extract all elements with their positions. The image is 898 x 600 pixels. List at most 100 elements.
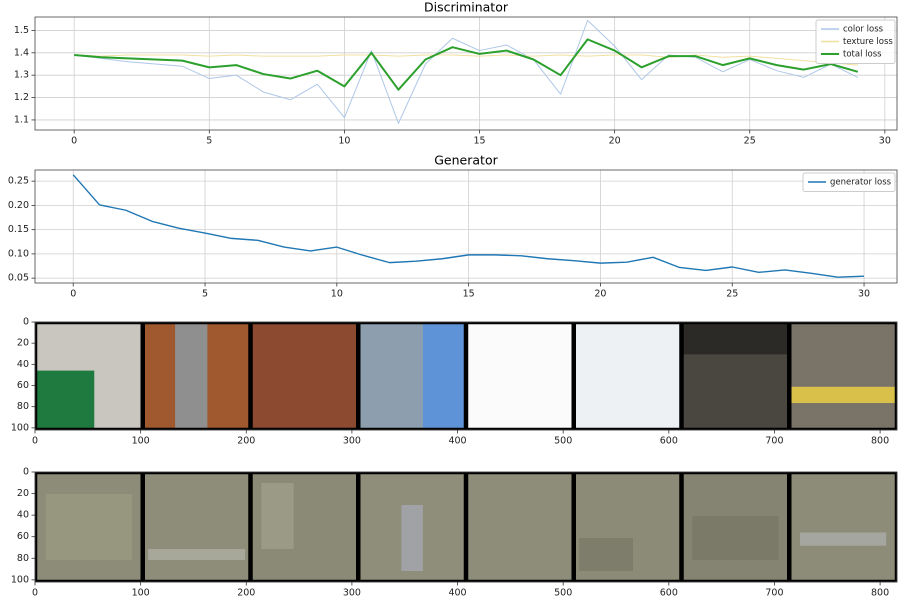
image-border — [142, 471, 251, 583]
y-tick-label: 0.15 — [8, 224, 29, 235]
y-tick-label: 60 — [17, 531, 29, 542]
chart-title: Discriminator — [424, 0, 509, 15]
y-tick-label: 0.25 — [8, 176, 29, 187]
legend-label: color loss — [843, 25, 884, 35]
image-border — [573, 321, 682, 431]
x-tick-label: 0 — [32, 436, 38, 447]
image-border — [681, 471, 790, 583]
x-tick-label: 10 — [331, 289, 343, 300]
chart-title: Generator — [434, 153, 498, 168]
image-detail — [261, 483, 294, 549]
x-tick-label: 5 — [202, 289, 208, 300]
x-tick-label: 500 — [554, 436, 572, 447]
y-tick-label: 100 — [11, 422, 29, 433]
image-tile — [466, 472, 574, 582]
y-tick-label: 0.10 — [8, 248, 29, 259]
x-tick-label: 500 — [554, 588, 572, 599]
legend: color loss texture loss total loss — [815, 19, 896, 64]
image-border — [465, 321, 574, 431]
x-tick-label: 300 — [343, 436, 361, 447]
x-tick-label: 0 — [71, 136, 77, 147]
y-tick-label: 1.2 — [14, 92, 29, 103]
image-tile — [789, 472, 897, 582]
image-tile — [142, 472, 251, 582]
x-tick-label: 600 — [660, 436, 678, 447]
axes-frame — [34, 321, 898, 431]
image-detail — [681, 354, 790, 430]
x-tick-label: 700 — [765, 436, 783, 447]
image-detail — [800, 532, 887, 546]
image-detail — [401, 505, 423, 571]
x-tick-label: 20 — [609, 136, 621, 147]
series-line — [74, 19, 859, 124]
legend-frame — [802, 172, 896, 192]
image-border — [789, 321, 898, 431]
x-tick-label: 10 — [338, 136, 350, 147]
x-tick-label: 800 — [871, 588, 889, 599]
axes-frame — [34, 16, 898, 131]
image-tile — [466, 322, 574, 430]
image-border — [681, 321, 790, 431]
x-tick-label: 0 — [32, 588, 38, 599]
image-border — [789, 471, 898, 583]
image-border — [250, 471, 359, 583]
image-border — [465, 471, 574, 583]
series-line — [74, 38, 859, 91]
y-tick-label: 1.3 — [14, 70, 29, 81]
image-tile — [573, 322, 682, 430]
axes: Discriminator 0 5 10 15 20 25 30 1.1 1.2 1.3 1.4 1.5… — [14, 0, 898, 147]
legend-frame — [815, 19, 896, 64]
image-border — [250, 321, 359, 431]
y-tick-label: 1.4 — [14, 47, 29, 58]
image-detail — [35, 370, 95, 430]
x-tick-label: 700 — [765, 588, 783, 599]
image-border — [358, 321, 467, 431]
y-tick-label: 40 — [17, 510, 29, 521]
x-tick-label: 100 — [132, 436, 150, 447]
x-tick-label: 25 — [744, 136, 756, 147]
x-tick-label: 600 — [660, 588, 678, 599]
axes-frame — [34, 169, 898, 284]
x-tick-label: 30 — [858, 289, 870, 300]
image-tile — [789, 322, 897, 430]
y-tick-label: 60 — [17, 380, 29, 391]
image-detail — [579, 538, 634, 571]
axes-frame — [34, 471, 898, 583]
x-tick-label: 100 — [132, 588, 150, 599]
y-tick-label: 80 — [17, 553, 29, 564]
x-tick-label: 20 — [594, 289, 606, 300]
image-detail — [175, 322, 208, 430]
image-detail — [789, 386, 897, 403]
x-tick-label: 25 — [726, 289, 738, 300]
y-tick-label: 80 — [17, 401, 29, 412]
legend-label: texture loss — [843, 37, 893, 47]
image-border — [358, 471, 467, 583]
y-tick-label: 20 — [17, 338, 29, 349]
y-tick-label: 0 — [23, 467, 29, 478]
y-tick-label: 0.05 — [8, 273, 29, 284]
y-tick-label: 0.20 — [8, 200, 29, 211]
y-tick-label: 40 — [17, 359, 29, 370]
legend: generator loss — [802, 172, 896, 192]
image-border — [142, 321, 251, 431]
axes: Generator 0 5 10 15 20 25 30 0.05 0.10 0.15 0.20 0.2… — [8, 153, 898, 300]
y-tick-label: 20 — [17, 488, 29, 499]
x-tick-label: 15 — [473, 136, 485, 147]
y-tick-label: 1.1 — [14, 114, 29, 125]
image-tile — [250, 322, 359, 430]
legend-label: generator loss — [830, 178, 892, 188]
image-detail — [45, 494, 132, 560]
image-detail — [692, 516, 779, 560]
x-tick-label: 15 — [463, 289, 475, 300]
image-detail — [422, 322, 466, 430]
series-line — [74, 54, 858, 66]
y-tick-label: 1.5 — [14, 25, 29, 36]
y-tick-label: 0 — [23, 317, 29, 328]
y-tick-label: 100 — [11, 574, 29, 585]
image-border — [34, 321, 143, 431]
image-detail — [148, 549, 246, 560]
image-border — [34, 471, 143, 583]
